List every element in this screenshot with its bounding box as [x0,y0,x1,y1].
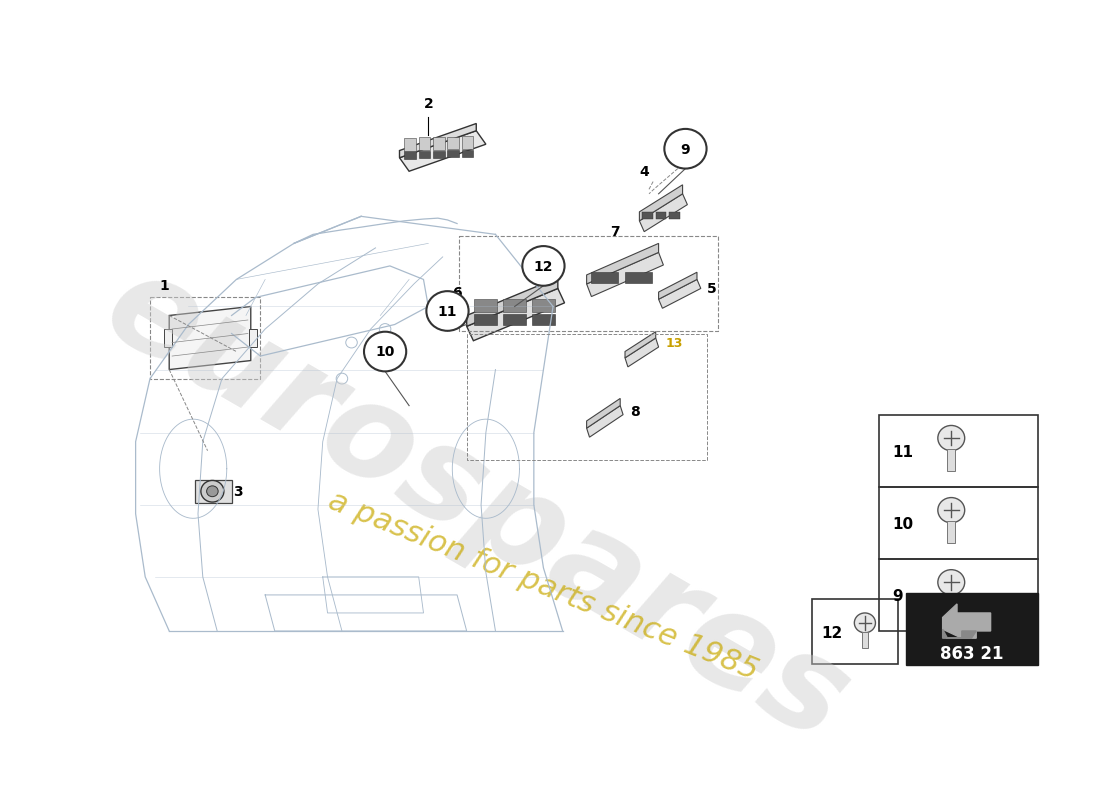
Bar [947,593,955,614]
Bar [669,212,680,219]
Bar [195,481,232,503]
Bar [462,136,473,149]
Polygon shape [659,279,701,308]
Bar [405,151,416,158]
Text: 8: 8 [630,406,639,419]
Bar [448,137,459,149]
Bar [249,329,256,347]
Bar [150,298,261,378]
Polygon shape [586,398,620,428]
Text: 10: 10 [375,346,395,359]
Text: 12: 12 [534,260,553,274]
Text: 1: 1 [160,279,169,294]
Polygon shape [659,272,697,299]
Polygon shape [586,406,623,437]
Bar [906,593,1037,666]
Bar [532,299,556,312]
Bar [405,138,416,150]
Bar [625,272,652,283]
Circle shape [207,486,218,497]
Polygon shape [625,332,656,358]
Polygon shape [586,252,663,297]
Bar [448,150,459,158]
Bar [474,299,497,312]
Text: 11: 11 [893,445,914,460]
Bar [879,414,1037,486]
Bar [947,449,955,470]
Bar [947,521,955,542]
Polygon shape [169,306,251,370]
Polygon shape [639,185,683,221]
Bar [592,272,618,283]
Circle shape [201,481,224,502]
Bar [433,137,444,150]
Text: 10: 10 [893,517,914,532]
Circle shape [664,129,706,169]
Text: 6: 6 [452,286,462,301]
Polygon shape [586,243,659,284]
Polygon shape [943,604,991,638]
Circle shape [427,291,469,331]
Text: 5: 5 [706,282,716,296]
Text: 13: 13 [666,337,683,350]
Polygon shape [639,194,688,232]
Text: 9: 9 [893,590,903,604]
Bar [462,150,473,157]
Polygon shape [943,629,976,638]
Circle shape [855,613,876,633]
Circle shape [938,570,965,595]
Text: 12: 12 [822,626,843,641]
Text: 3: 3 [233,485,243,498]
Text: 7: 7 [610,225,620,239]
Bar [812,599,899,664]
Bar [474,314,497,325]
Bar [656,212,667,219]
Bar [503,299,526,312]
Bar [532,314,556,325]
Circle shape [938,498,965,523]
Polygon shape [466,278,558,326]
Circle shape [938,426,965,450]
Text: 11: 11 [438,305,458,319]
Bar [164,329,172,347]
Bar [419,151,430,158]
Text: 4: 4 [639,165,649,178]
Circle shape [364,332,406,371]
Bar [419,138,430,150]
Polygon shape [466,289,564,341]
Polygon shape [399,130,486,171]
Polygon shape [625,338,659,367]
Bar [879,559,1037,631]
Bar [862,632,868,648]
Polygon shape [399,123,476,158]
Text: a passion for parts since 1985: a passion for parts since 1985 [324,486,762,686]
Bar [503,314,526,325]
Text: 863 21: 863 21 [939,646,1003,663]
Text: 2: 2 [424,97,433,111]
Text: 9: 9 [681,142,691,157]
Circle shape [522,246,564,286]
Bar [879,486,1037,559]
Bar [433,150,444,158]
Text: eurospares: eurospares [84,241,869,769]
Bar [642,212,652,219]
Bar [459,236,718,331]
